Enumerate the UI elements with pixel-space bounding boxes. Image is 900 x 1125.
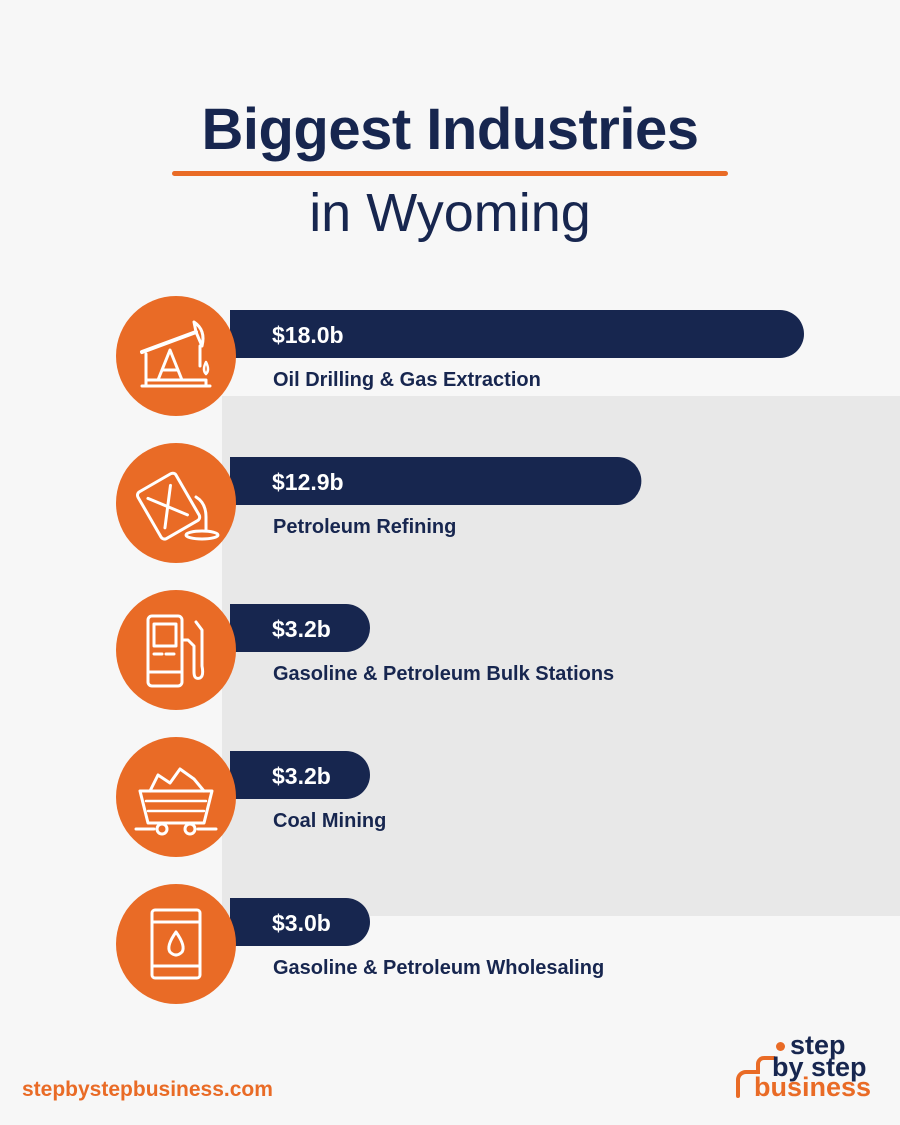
- oil-barrel-icon: [150, 908, 202, 980]
- value-label-4: $3.0b: [272, 910, 331, 936]
- category-label-2: Gasoline & Petroleum Bulk Stations: [273, 663, 614, 685]
- value-label-1: $12.9b: [272, 469, 344, 495]
- brand-logo: step by step business: [730, 1028, 880, 1103]
- icon-circle-0: [116, 296, 236, 416]
- logo-line-3: business: [754, 1072, 872, 1102]
- title-underline: [172, 171, 728, 176]
- value-label-3: $3.2b: [272, 763, 331, 789]
- bar-chart: $18.0b Oil Drilling & Gas Extraction $12.9…: [116, 296, 804, 1004]
- footer-url[interactable]: stepbystepbusiness.com: [22, 1078, 273, 1101]
- icon-circle-2: [116, 590, 236, 710]
- logo-line-1: step: [790, 1030, 846, 1060]
- chart-title: Biggest Industries: [0, 95, 900, 165]
- value-label-0: $18.0b: [272, 322, 344, 348]
- bar-0: [230, 310, 804, 358]
- stair-logo-icon: [736, 1056, 776, 1098]
- title-line-2: in Wyoming: [309, 183, 591, 243]
- value-label-2: $3.2b: [272, 616, 331, 642]
- fuel-can-icon: [135, 471, 220, 541]
- icon-circle-3: [116, 737, 236, 857]
- category-label-0: Oil Drilling & Gas Extraction: [273, 369, 541, 391]
- icon-circle-1: [116, 443, 236, 563]
- bar-2: [230, 604, 370, 652]
- category-label-4: Gasoline & Petroleum Wholesaling: [273, 957, 604, 979]
- coal-cart-icon: [134, 767, 218, 836]
- bar-1: [230, 457, 642, 505]
- logo-dot: [776, 1042, 785, 1051]
- oil-pump-icon: [140, 320, 212, 388]
- gas-pump-icon: [146, 614, 205, 688]
- icon-circle-4: [116, 884, 236, 1004]
- category-label-3: Coal Mining: [273, 810, 386, 832]
- bar-3: [230, 751, 370, 799]
- title-line-1: Biggest Industries: [201, 97, 699, 162]
- category-label-1: Petroleum Refining: [273, 516, 456, 538]
- bar-4: [230, 898, 370, 946]
- logo-line-2: by step: [772, 1052, 867, 1082]
